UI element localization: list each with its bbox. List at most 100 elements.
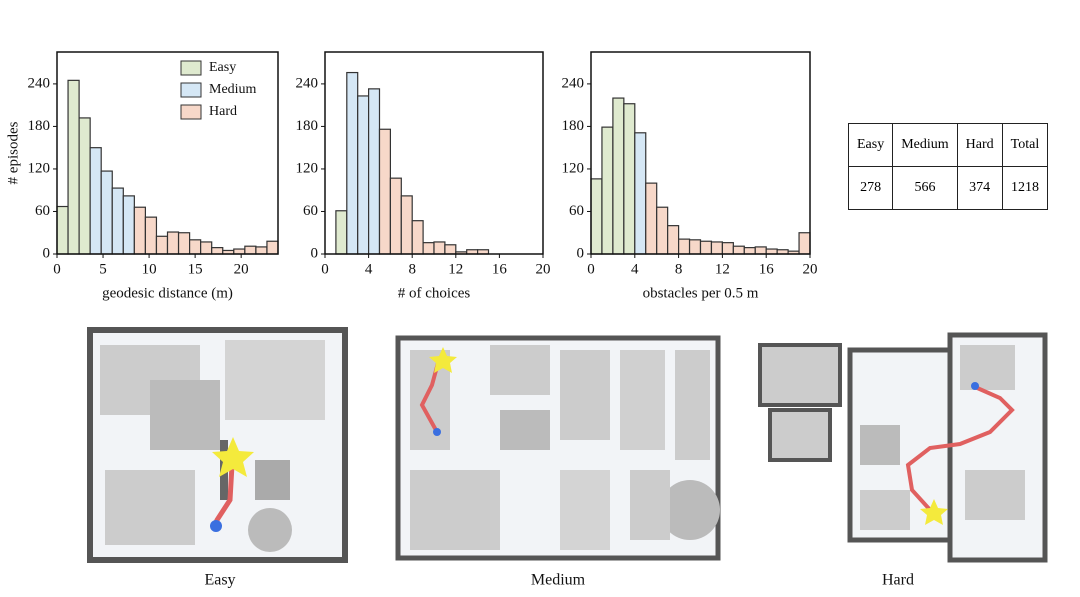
y-tick-label: 0 — [311, 245, 319, 261]
histogram-bar — [189, 239, 202, 255]
histogram-bar — [389, 177, 402, 255]
table-cell: Hard — [956, 123, 1003, 167]
histogram-bar — [400, 195, 413, 255]
y-tick-label: 180 — [296, 118, 319, 134]
histogram-bar — [422, 242, 435, 255]
table-cell: 1218 — [1001, 166, 1049, 210]
y-tick-label: 240 — [562, 75, 585, 91]
histogram-bar — [754, 246, 767, 255]
y-tick-label: 180 — [562, 118, 585, 134]
histogram-bar — [743, 247, 756, 255]
histogram-bar — [255, 246, 268, 255]
plot-frame — [590, 51, 811, 255]
x-tick-label: 12 — [448, 261, 463, 277]
table-cell: Medium — [892, 123, 958, 167]
y-tick-label: 240 — [28, 75, 51, 91]
histogram-bar — [89, 147, 102, 255]
legend-swatch — [180, 104, 202, 120]
histogram-bar — [699, 240, 713, 255]
histogram-bar — [144, 216, 158, 255]
x-tick-label: 16 — [492, 261, 508, 277]
histogram-bar — [166, 231, 180, 255]
table-cell: 278 — [847, 166, 894, 210]
counts-table: Easy Medium Hard Total 278 566 374 1218 — [847, 123, 1049, 210]
histogram-bar — [645, 182, 658, 255]
y-tick-label: 0 — [577, 245, 585, 261]
histogram-bar — [411, 220, 424, 255]
x-tick-label: 20 — [803, 261, 818, 277]
histogram-bar — [111, 187, 124, 255]
histogram-bar — [634, 132, 647, 255]
floor-plan-medium — [395, 335, 721, 561]
histogram-bar — [433, 241, 446, 255]
y-tick-label: 60 — [569, 203, 584, 219]
histogram-bar — [378, 128, 391, 255]
legend-label: Hard — [209, 104, 237, 119]
table-cell: Easy — [847, 123, 894, 167]
histogram-bar — [677, 238, 691, 255]
x-tick-label: 0 — [321, 261, 329, 277]
x-tick-label: 4 — [631, 261, 639, 277]
histogram-bar — [200, 241, 213, 255]
map-caption: Hard — [882, 572, 914, 589]
histogram-bar — [623, 103, 636, 255]
histogram-bar — [266, 240, 279, 255]
histogram-bar — [656, 206, 669, 255]
x-tick-label: 0 — [587, 261, 595, 277]
y-tick-label: 60 — [303, 203, 318, 219]
y-axis-label: # episodes — [5, 121, 21, 184]
x-tick-label: 15 — [188, 261, 203, 277]
y-tick-label: 120 — [28, 160, 51, 176]
y-tick-label: 120 — [296, 160, 319, 176]
legend-swatch — [180, 60, 202, 76]
x-tick-label: 20 — [234, 261, 249, 277]
x-axis-label: geodesic distance (m) — [102, 285, 233, 301]
histogram-bar — [798, 232, 811, 255]
x-axis-label: # of choices — [398, 285, 471, 301]
histogram-bar — [357, 95, 370, 255]
x-tick-label: 20 — [536, 261, 551, 277]
histogram-bar — [211, 247, 224, 255]
legend-label: Easy — [209, 60, 236, 75]
map-caption: Easy — [204, 572, 235, 589]
histogram-bar — [244, 245, 257, 255]
x-axis-label: obstacles per 0.5 m — [643, 285, 759, 301]
histogram-bar — [721, 242, 734, 255]
x-tick-label: 8 — [408, 261, 416, 277]
map-caption: Medium — [531, 572, 586, 589]
histogram-bar — [346, 71, 359, 255]
histogram-bar — [368, 88, 381, 255]
x-tick-label: 12 — [715, 261, 730, 277]
floor-plan-hard — [758, 332, 1048, 563]
histogram-bar — [667, 225, 680, 255]
x-tick-label: 8 — [675, 261, 683, 277]
histogram-bar — [710, 241, 724, 255]
histogram-bar — [601, 126, 614, 255]
histogram-bar — [133, 206, 147, 255]
x-tick-label: 16 — [759, 261, 775, 277]
x-tick-label: 5 — [99, 261, 107, 277]
histogram-bar — [688, 239, 702, 255]
histogram-bar — [122, 195, 135, 255]
table-cell: Total — [1001, 123, 1049, 167]
histogram-bar — [78, 117, 91, 255]
plot-frame — [56, 51, 279, 255]
table-cell: 374 — [956, 166, 1003, 210]
histogram-bar — [335, 210, 348, 255]
y-tick-label: 0 — [43, 245, 51, 261]
histogram-bar — [590, 178, 603, 255]
table-row: 278 566 374 1218 — [847, 166, 1049, 210]
y-tick-label: 180 — [28, 118, 51, 134]
histogram-bar — [444, 244, 457, 255]
plot-frame — [324, 51, 544, 255]
x-tick-label: 10 — [142, 261, 157, 277]
histogram-bar — [56, 205, 69, 255]
x-tick-label: 4 — [365, 261, 373, 277]
y-tick-label: 240 — [296, 75, 319, 91]
table-row: Easy Medium Hard Total — [847, 123, 1049, 167]
histogram-bar — [155, 235, 169, 255]
legend-label: Medium — [209, 82, 257, 97]
histogram-bar — [732, 245, 745, 255]
x-tick-label: 0 — [53, 261, 61, 277]
